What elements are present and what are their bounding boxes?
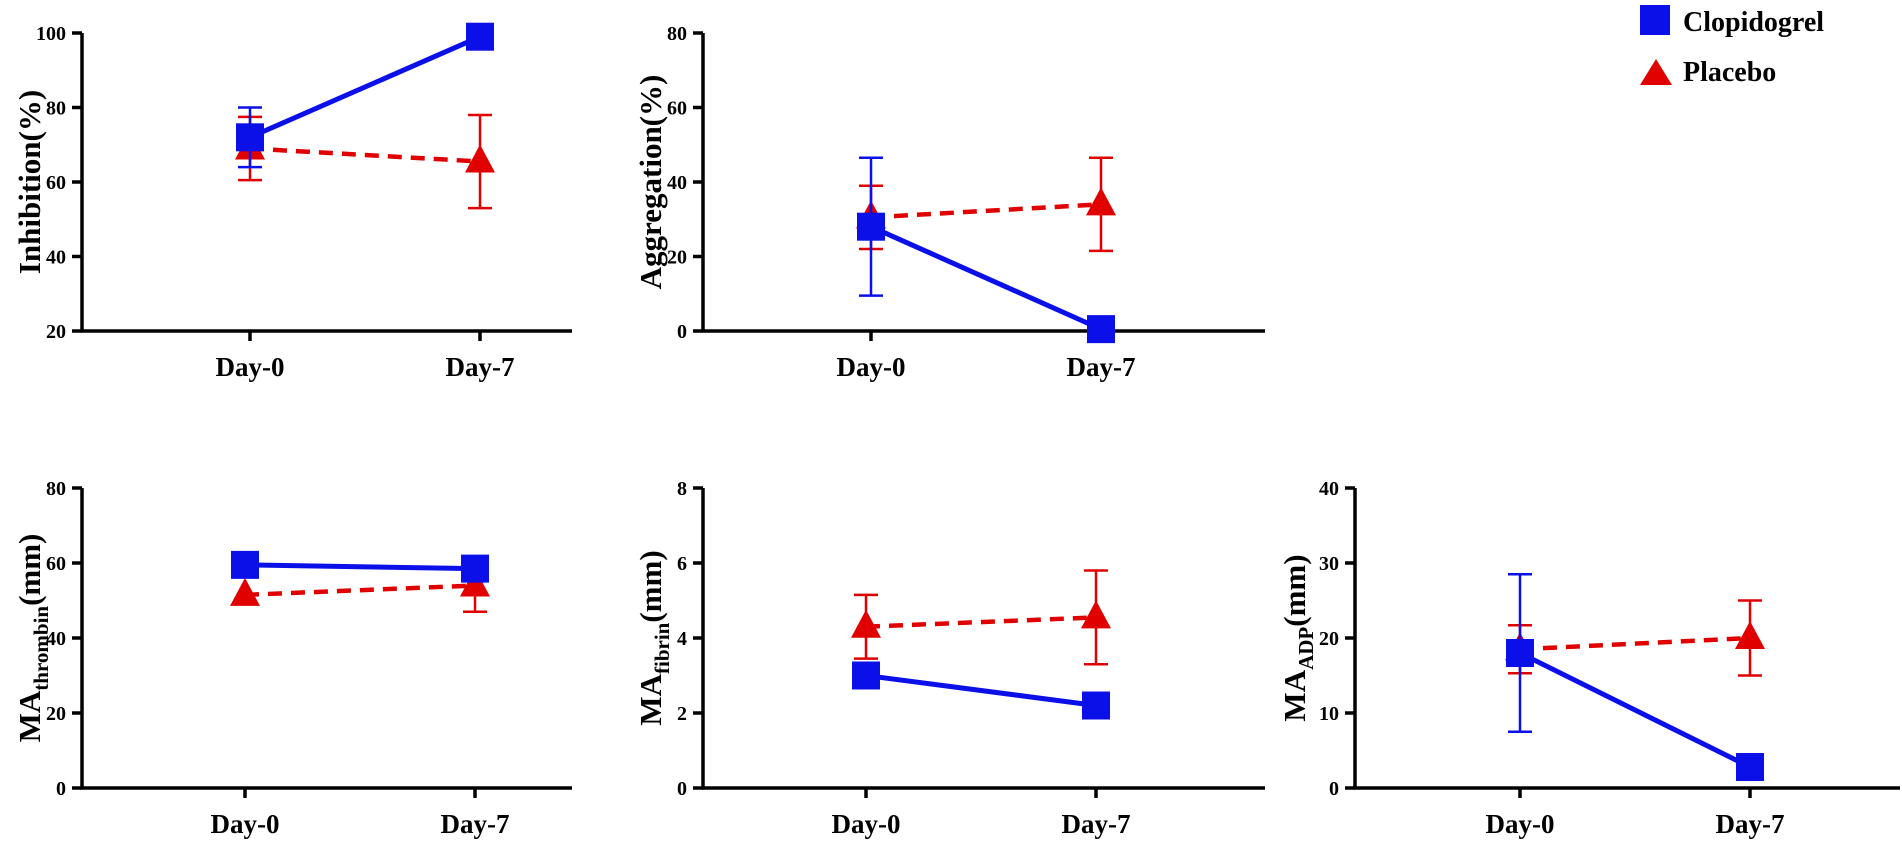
y-tick-label: 80 [667, 23, 687, 45]
chart-panel-2: 0 20 40 60 80 Day-0 Day-7 Aggregation(%) [633, 23, 1265, 382]
series-clopidogrel [852, 661, 1110, 720]
series-clopidogrel [857, 156, 1115, 344]
series-line [244, 562, 476, 572]
series-line [865, 673, 1097, 708]
chart-panel-3: 0 20 40 60 80 Day-0 Day-7 MAthrombin(mm) [12, 478, 572, 839]
series-line [865, 615, 1097, 629]
data-point-triangle [1081, 600, 1111, 629]
y-axis-label: Inhibition(%) [12, 90, 47, 274]
data-point-triangle [230, 577, 260, 606]
x-tick-label: Day-0 [216, 352, 285, 382]
data-point-square [852, 661, 880, 690]
data-point-square [1087, 315, 1115, 344]
y-axis-label-main: MA [1277, 669, 1312, 721]
x-tick-label: Day-7 [1067, 352, 1136, 382]
y-axis-label: MAthrombin(mm) [12, 534, 53, 743]
data-point-square [231, 550, 259, 579]
y-tick-label: 4 [677, 628, 687, 650]
y-axis-label-unit: (mm) [1277, 554, 1312, 626]
legend-clopidogrel-label: Clopidogrel [1683, 7, 1824, 38]
series-placebo [235, 113, 495, 210]
x-tick-label: Day-0 [1486, 809, 1555, 839]
series-line [869, 224, 1103, 332]
series-clopidogrel [231, 550, 489, 583]
y-axis-label-unit: (mm) [633, 550, 668, 622]
series-placebo [851, 569, 1111, 666]
legend: Clopidogrel Placebo [1640, 5, 1824, 88]
y-tick-label: 20 [46, 321, 66, 343]
data-point-square [461, 554, 489, 583]
x-tick-label: Day-7 [1062, 809, 1131, 839]
y-axis-label-subscript: ADP [1294, 627, 1318, 670]
y-axis-label: Aggregation(%) [633, 75, 668, 290]
x-tick-label: Day-7 [441, 809, 510, 839]
y-axis-label-main: Aggregation(%) [633, 75, 668, 290]
y-tick-label: 60 [46, 553, 66, 575]
y-tick-label: 20 [667, 247, 687, 269]
y-tick-label: 40 [1319, 478, 1339, 500]
series-line [248, 34, 482, 140]
x-tick-label: Day-0 [211, 809, 280, 839]
y-tick-label: 10 [1319, 703, 1339, 725]
y-tick-label: 40 [46, 247, 66, 269]
x-tick-label: Day-0 [837, 352, 906, 382]
y-tick-label: 20 [46, 703, 66, 725]
data-point-triangle [851, 609, 881, 638]
y-axis-label: MAADP(mm) [1277, 554, 1318, 721]
y-tick-label: 20 [1319, 628, 1339, 650]
x-tick-label: Day-0 [832, 809, 901, 839]
x-tick-label: Day-7 [446, 352, 515, 382]
y-tick-label: 40 [667, 172, 687, 194]
y-tick-label: 60 [46, 172, 66, 194]
y-axis-label: MAfibrin(mm) [633, 550, 674, 725]
data-point-triangle [1086, 187, 1116, 216]
y-tick-label: 80 [46, 478, 66, 500]
y-tick-label: 2 [677, 703, 687, 725]
y-axis-label-main: MA [12, 690, 47, 742]
data-point-square [236, 123, 264, 152]
data-point-square [857, 212, 885, 241]
y-axis-label-subscript: fibrin [650, 622, 674, 674]
data-point-square [1736, 753, 1764, 781]
data-point-triangle [465, 144, 495, 173]
series-clopidogrel [1506, 573, 1764, 781]
chart-panel-4: 0 2 4 6 8 Day-0 Day-7 MAfibrin(mm) [633, 478, 1265, 839]
y-tick-label: 0 [1329, 778, 1339, 800]
y-axis-label-main: MA [633, 673, 668, 725]
data-point-square [1082, 691, 1110, 720]
y-tick-label: 30 [1319, 553, 1339, 575]
series-line [870, 202, 1102, 220]
y-tick-label: 40 [46, 628, 66, 650]
y-tick-label: 60 [667, 98, 687, 120]
chart-panel-5: 0 10 20 30 40 Day-0 Day-7 MAADP(mm) [1277, 478, 1900, 839]
legend-placebo-marker [1640, 59, 1672, 85]
y-tick-label: 8 [677, 478, 687, 500]
legend-clopidogrel-marker [1640, 5, 1670, 35]
data-point-square [466, 22, 494, 51]
y-tick-label: 0 [677, 778, 687, 800]
series-line [1518, 650, 1752, 770]
y-tick-label: 6 [677, 553, 687, 575]
series-line [244, 583, 476, 598]
chart-panel-1: 20 40 60 80 100 Day-0 Day-7 Inhibition(%) [12, 22, 572, 382]
y-axis-label-subscript: thrombin [29, 606, 53, 691]
data-point-triangle [1735, 621, 1765, 649]
series-clopidogrel [236, 22, 494, 169]
x-tick-label: Day-7 [1716, 809, 1785, 839]
y-tick-label: 80 [46, 98, 66, 120]
series-line [1519, 635, 1751, 652]
y-tick-label: 0 [677, 321, 687, 343]
series-line [249, 146, 481, 164]
y-axis-label-main: Inhibition(%) [12, 90, 47, 274]
legend-placebo-label: Placebo [1683, 57, 1776, 88]
y-tick-label: 0 [56, 778, 66, 800]
y-tick-label: 100 [36, 23, 66, 45]
y-axis-label-unit: (mm) [12, 534, 47, 606]
data-point-square [1506, 639, 1534, 667]
